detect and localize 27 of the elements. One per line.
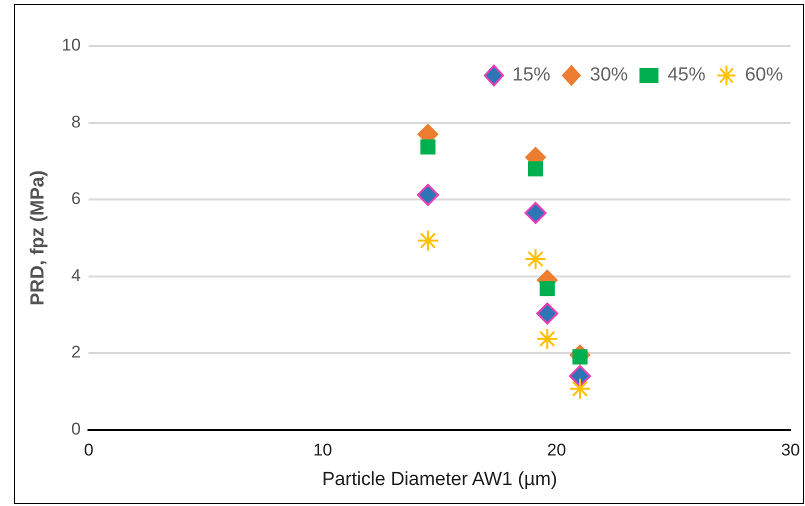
x-tick-label: 20 [547,440,566,460]
point [536,302,558,325]
point [568,365,591,388]
legend-label: 60% [744,64,784,86]
legend-label: 30% [590,64,628,86]
point [416,230,439,252]
y-axis-title: PRD, fpz (MPa) [28,170,49,306]
point [524,248,547,270]
y-tick-label: 8 [71,112,81,132]
point [416,184,439,206]
x-tick-label: 30 [781,440,800,460]
point [420,139,436,155]
legend-label: 45% [667,64,706,86]
point [524,202,547,224]
x-tick-label: 0 [84,440,94,460]
point [536,328,558,350]
y-tick-label: 10 [62,36,81,55]
x-axis-title: Particle Diameter AW1 (µm) [322,468,558,490]
x-tick-label: 10 [313,440,332,460]
y-tick-label: 6 [71,189,81,208]
point [568,378,591,400]
legend-label: 15% [512,64,551,86]
y-tick-label: 4 [71,266,81,285]
point [528,161,544,176]
point [540,280,555,296]
y-tick-label: 0 [71,419,81,438]
y-tick-label: 2 [71,342,81,362]
